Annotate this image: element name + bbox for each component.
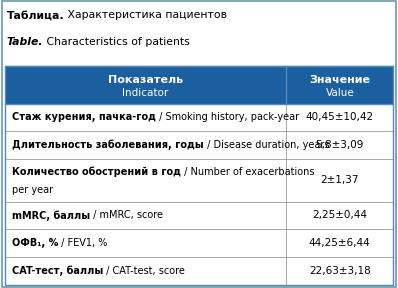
Text: Длительность заболевания, годы: Длительность заболевания, годы: [12, 140, 203, 150]
Text: 5,8±3,09: 5,8±3,09: [316, 140, 364, 150]
Text: Table.: Table.: [7, 37, 43, 48]
Text: Characteristics of patients: Characteristics of patients: [43, 37, 190, 48]
Text: Таблица.: Таблица.: [7, 10, 64, 20]
Bar: [5, 131, 393, 159]
Text: / Smoking history, pack-year: / Smoking history, pack-year: [156, 112, 299, 122]
Text: 2±1,37: 2±1,37: [320, 175, 359, 185]
Text: / Number of exacerbations: / Number of exacerbations: [181, 167, 314, 177]
Bar: [5, 66, 393, 285]
Text: per year: per year: [12, 185, 53, 195]
Text: Характеристика пациентов: Характеристика пациентов: [64, 10, 227, 20]
Text: mMRC, баллы: mMRC, баллы: [12, 210, 90, 221]
Text: 44,25±6,44: 44,25±6,44: [309, 238, 371, 248]
Bar: [5, 202, 393, 229]
Text: / mMRC, score: / mMRC, score: [90, 211, 163, 220]
Text: / Disease duration, years: / Disease duration, years: [203, 140, 329, 150]
Text: Стаж курения, пачка-год: Стаж курения, пачка-год: [12, 112, 156, 122]
Text: 40,45±10,42: 40,45±10,42: [306, 112, 374, 122]
Bar: [5, 257, 393, 285]
Text: Количество обострений в год: Количество обострений в год: [12, 166, 181, 177]
Bar: [5, 159, 393, 202]
Text: Value: Value: [326, 88, 354, 98]
Text: ОФВ₁, %: ОФВ₁, %: [12, 238, 59, 248]
Text: 22,63±3,18: 22,63±3,18: [309, 266, 371, 276]
Text: / FEV1, %: / FEV1, %: [59, 238, 108, 248]
Bar: [5, 66, 393, 104]
Text: CAT-тест, баллы: CAT-тест, баллы: [12, 266, 103, 276]
Text: Показатель: Показатель: [108, 75, 183, 85]
Text: / CAT-test, score: / CAT-test, score: [103, 266, 185, 276]
Text: 2,25±0,44: 2,25±0,44: [312, 211, 367, 220]
Bar: [5, 229, 393, 257]
Text: Indicator: Indicator: [123, 88, 169, 98]
Text: Значение: Значение: [309, 75, 370, 85]
Bar: [5, 104, 393, 131]
